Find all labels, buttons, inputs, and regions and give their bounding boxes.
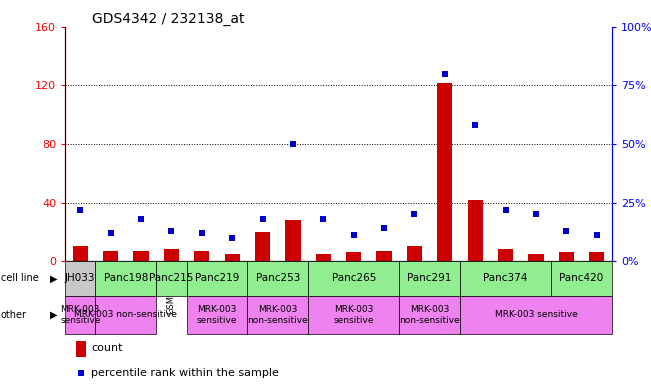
Point xyxy=(288,141,298,147)
Point xyxy=(105,230,116,236)
Text: Panc253: Panc253 xyxy=(256,273,300,283)
Point xyxy=(257,216,268,222)
Bar xyxy=(96,261,156,296)
Bar xyxy=(187,261,247,296)
Point xyxy=(409,211,420,217)
Bar xyxy=(76,341,86,356)
Bar xyxy=(164,250,179,261)
Text: Panc374: Panc374 xyxy=(484,273,528,283)
Text: cell line: cell line xyxy=(1,273,38,283)
Point xyxy=(379,225,389,232)
Bar xyxy=(346,252,361,261)
Point xyxy=(501,207,511,213)
Bar xyxy=(529,254,544,261)
Point xyxy=(348,232,359,238)
Text: Panc265: Panc265 xyxy=(331,273,376,283)
Text: MRK-003
sensitive: MRK-003 sensitive xyxy=(333,305,374,324)
Point xyxy=(439,71,450,77)
Bar xyxy=(437,83,452,261)
Bar xyxy=(467,200,483,261)
Point xyxy=(318,216,329,222)
Text: Panc219: Panc219 xyxy=(195,273,239,283)
Point xyxy=(166,228,176,234)
Text: MRK-003 non-sensitive: MRK-003 non-sensitive xyxy=(74,310,177,319)
Text: Panc215: Panc215 xyxy=(149,273,193,283)
Bar xyxy=(316,254,331,261)
Bar xyxy=(187,296,247,334)
Text: count: count xyxy=(91,343,123,353)
Text: GDS4342 / 232138_at: GDS4342 / 232138_at xyxy=(92,12,245,26)
Text: MRK-003
non-sensitive: MRK-003 non-sensitive xyxy=(247,305,308,324)
Point xyxy=(136,216,146,222)
Bar xyxy=(156,261,187,296)
Bar xyxy=(308,261,399,296)
Point xyxy=(592,232,602,238)
Bar xyxy=(407,247,422,261)
Point xyxy=(76,370,86,376)
Text: ▶: ▶ xyxy=(50,273,58,283)
Bar xyxy=(247,261,308,296)
Bar xyxy=(460,261,551,296)
Text: Panc198: Panc198 xyxy=(104,273,148,283)
Text: ▶: ▶ xyxy=(50,310,58,320)
Bar xyxy=(96,296,156,334)
Text: MRK-003
non-sensitive: MRK-003 non-sensitive xyxy=(399,305,460,324)
Point xyxy=(75,207,85,213)
Bar xyxy=(399,261,460,296)
Text: MRK-003
sensitive: MRK-003 sensitive xyxy=(60,305,100,324)
Bar xyxy=(65,261,96,296)
Text: MRK-003 sensitive: MRK-003 sensitive xyxy=(495,310,577,319)
Point xyxy=(470,122,480,128)
Bar xyxy=(589,252,604,261)
Bar xyxy=(551,261,612,296)
Point xyxy=(561,228,572,234)
Bar xyxy=(255,232,270,261)
Bar xyxy=(194,251,210,261)
Bar xyxy=(225,254,240,261)
Point xyxy=(227,235,238,241)
Text: percentile rank within the sample: percentile rank within the sample xyxy=(91,368,279,378)
Bar xyxy=(133,251,148,261)
Text: MRK-003
sensitive: MRK-003 sensitive xyxy=(197,305,237,324)
Bar xyxy=(285,220,301,261)
Bar xyxy=(498,250,513,261)
Bar xyxy=(559,252,574,261)
Point xyxy=(197,230,207,236)
Bar xyxy=(65,296,96,334)
Text: other: other xyxy=(1,310,27,320)
Bar xyxy=(399,296,460,334)
Text: JH033: JH033 xyxy=(65,273,96,283)
Bar xyxy=(103,251,118,261)
Point xyxy=(531,211,541,217)
Bar xyxy=(460,296,612,334)
Bar xyxy=(376,251,392,261)
Bar xyxy=(247,296,308,334)
Text: Panc291: Panc291 xyxy=(408,273,452,283)
Bar xyxy=(308,296,399,334)
Text: Panc420: Panc420 xyxy=(559,273,603,283)
Bar xyxy=(73,247,88,261)
